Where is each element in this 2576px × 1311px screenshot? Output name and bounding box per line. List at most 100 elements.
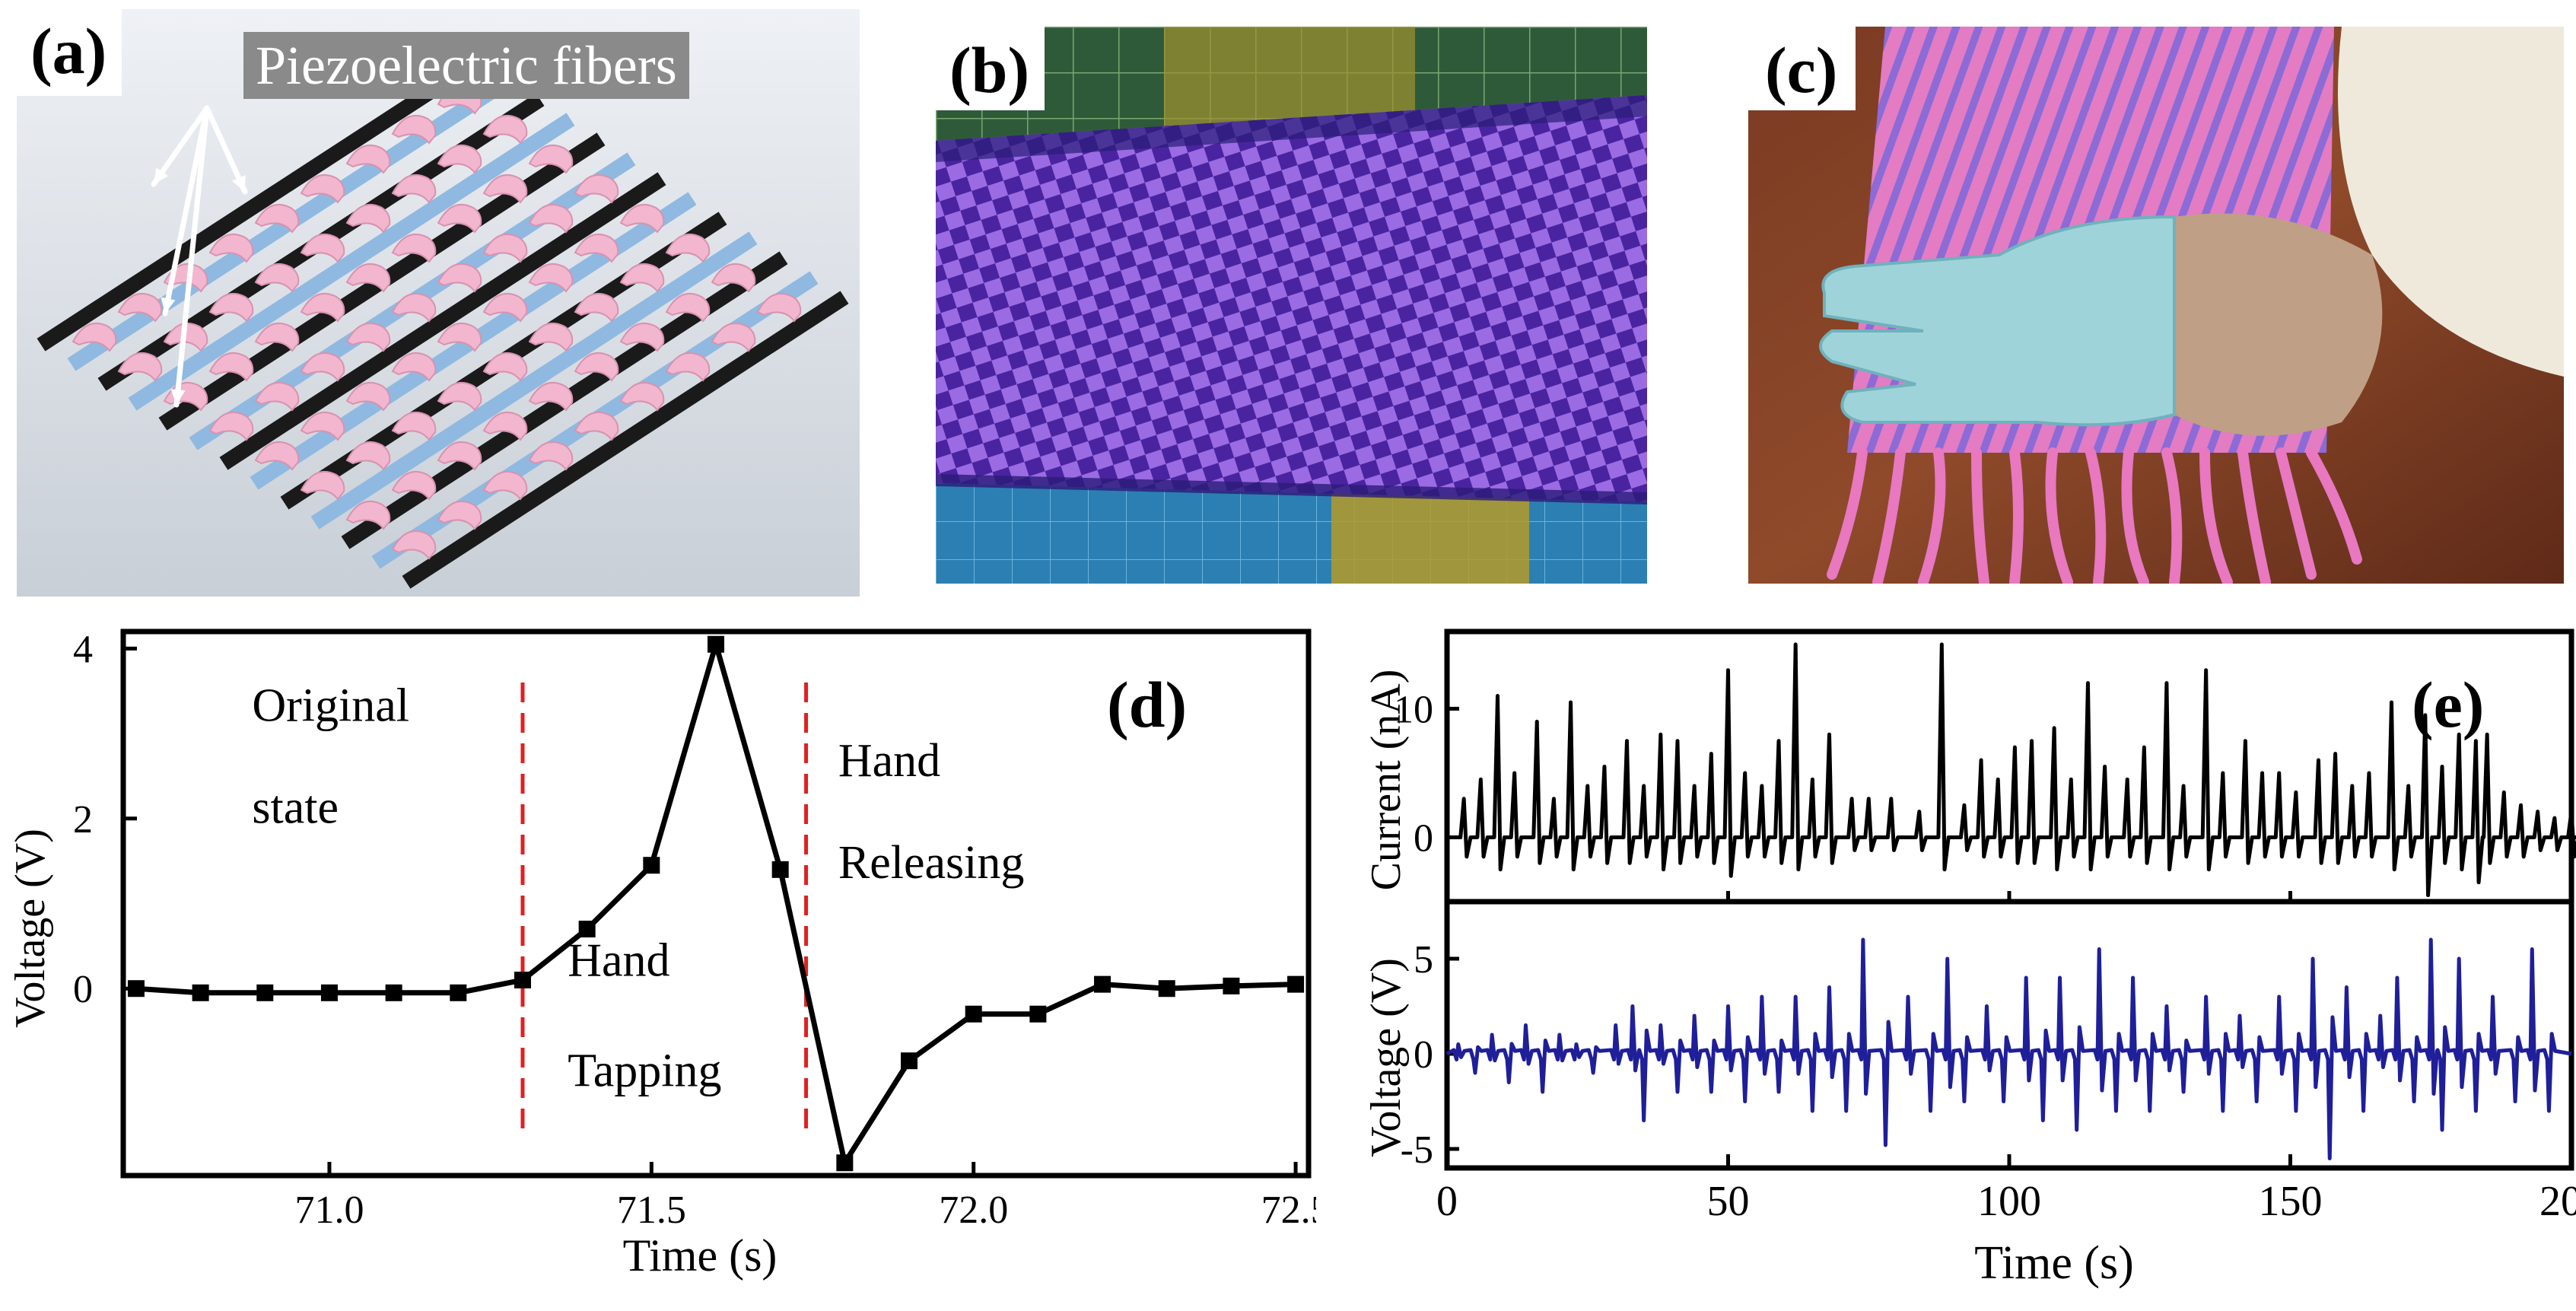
panel-b-photo (936, 27, 1647, 584)
chart-d-data-point (256, 984, 274, 1001)
callout-arrow (204, 105, 248, 195)
piezoelectric-fiber-segment (391, 412, 437, 441)
chart-d-annotation: state (252, 781, 339, 833)
chart-d-data-point (901, 1052, 918, 1070)
chart-d-x-tick-label: 71.5 (617, 1188, 686, 1232)
chart-d-data-point (192, 984, 209, 1001)
panel-label-a: (a) (17, 9, 122, 96)
piezoelectric-fiber-segment (208, 352, 254, 382)
piezoelectric-fiber-segment (208, 234, 254, 263)
piezoelectric-fiber-segment (254, 263, 300, 293)
chart-d-data-point (514, 972, 531, 989)
piezoelectric-fiber-segment (574, 352, 619, 382)
panel-c: (c) (1748, 27, 2564, 584)
chart-d-annotation: Hand (568, 934, 669, 986)
piezoelectric-fiber-segment (345, 263, 391, 293)
piezoelectric-fiber-segment (345, 441, 391, 471)
piezoelectric-fiber-segment (574, 174, 619, 204)
chart-e-voltage-y-tick-label: -5 (1401, 1128, 1433, 1172)
piezoelectric-fiber-segment (300, 293, 345, 323)
piezoelectric-fiber-segment (300, 234, 345, 263)
panel-label-d: (d) (1107, 668, 1187, 741)
piezoelectric-fiber-segment (528, 382, 574, 412)
piezoelectric-fiber-segment (391, 352, 437, 382)
chart-e-x-tick-label: 0 (1436, 1178, 1458, 1225)
piezoelectric-fiber-segment (437, 501, 482, 530)
piezoelectric-fiber-segment (391, 115, 437, 145)
chart-d-data-point (771, 861, 789, 878)
piezoelectric-fiber-segment (482, 234, 528, 263)
piezoelectric-fiber-segment (619, 382, 665, 412)
warp-fiber (219, 172, 666, 470)
piezoelectric-fiber-segment (300, 471, 345, 501)
piezoelectric-fiber-segment (619, 263, 665, 293)
piezoelectric-fiber-segment (665, 234, 711, 263)
piezoelectric-fiber-segment (437, 263, 482, 293)
piezoelectric-fiber-segment (482, 412, 528, 441)
chart-d-data-point (385, 984, 402, 1001)
piezoelectric-fiber-segment (391, 293, 437, 323)
piezoelectric-fiber-segment (300, 412, 345, 441)
chart-e-x-tick-label: 150 (2259, 1178, 2323, 1225)
chart-e: 050100150200010-505 (e) Time (s) Current… (1363, 628, 2576, 1289)
chart-e-current-series (1447, 642, 2576, 898)
chart-e-current-y-label: Current (nA) (1363, 670, 1410, 891)
callout-arrowhead (232, 175, 246, 192)
chart-d-data-point (320, 984, 338, 1001)
panel-a-illustration (17, 9, 860, 597)
piezoelectric-fiber-segment (72, 323, 117, 352)
chart-d-data-point (578, 921, 596, 938)
piezoelectric-fiber-segment (300, 352, 345, 382)
chart-d-y-tick-label: 4 (73, 628, 93, 671)
piezoelectric-fiber-segment (437, 145, 482, 174)
chart-e-voltage-y-tick-label: 5 (1414, 938, 1433, 982)
chart-d-data-point (965, 1005, 982, 1023)
piezoelectric-fiber-segment (254, 204, 300, 234)
chart-d-x-axis-label: Time (s) (623, 1230, 778, 1281)
piezoelectric-fiber-segment (528, 323, 574, 352)
piezoelectric-fiber-segment (711, 323, 756, 352)
chart-d-markers (127, 635, 1305, 1172)
piezoelectric-fiber-segment (528, 263, 574, 293)
piezoelectric-fiber-segment (528, 145, 574, 174)
piezoelectric-fiber-segment (345, 501, 391, 530)
callout-arrow (162, 105, 210, 317)
piezoelectric-fiber-segment (254, 382, 300, 412)
woven-fiber-grid (37, 53, 849, 589)
callout-arrows (151, 105, 248, 408)
chart-e-ticks: 050100150200010-505 (1394, 688, 2576, 1225)
chart-d-ticks: 71.0 71.5 72.0 72.5 0 2 4 (73, 628, 1316, 1232)
piezoelectric-fiber-segment (437, 323, 482, 352)
callout-arrowhead (161, 297, 176, 313)
panel-label-b: (b) (936, 27, 1045, 110)
chart-d-data-point (127, 980, 145, 998)
callout-arrowhead (154, 167, 169, 184)
warp-fiber (402, 291, 849, 589)
chart-d-annotation: Releasing (838, 837, 1025, 889)
piezoelectric-fiber-segment (528, 441, 574, 471)
piezoelectric-fiber-segment (665, 293, 711, 323)
chart-e-current-frame (1444, 628, 2574, 905)
piezoelectric-fiber-segment (482, 471, 528, 501)
chart-d-plot-frame (120, 628, 1312, 1179)
piezoelectric-fiber-segment (437, 204, 482, 234)
piezoelectric-fiber-segment (254, 441, 300, 471)
piezoelectric-fiber-segment (574, 293, 619, 323)
callout-arrow (151, 105, 210, 187)
chart-d-data-point (836, 1154, 854, 1172)
chart-d-annotation: Original (252, 679, 409, 731)
piezoelectric-fibers-callout: Piezoelectric fibers (243, 32, 689, 99)
chart-d-data-point (643, 857, 660, 874)
chart-d-data-point (1029, 1005, 1047, 1023)
chart-d-x-tick-label: 72.5 (1261, 1188, 1316, 1232)
piezoelectric-fiber-segment (482, 174, 528, 204)
callout-arrowhead (170, 389, 186, 405)
piezoelectric-fiber-segment (619, 204, 665, 234)
chart-d-data-point (1223, 977, 1240, 994)
chart-e-x-tick-label: 200 (2539, 1178, 2576, 1225)
piezoelectric-fiber-segment (345, 323, 391, 352)
chart-e-x-tick-label: 100 (1977, 1178, 2041, 1225)
chart-e-x-tick-label: 50 (1707, 1178, 1750, 1225)
piezoelectric-fiber-segment (482, 293, 528, 323)
piezoelectric-fiber-segment (254, 323, 300, 352)
